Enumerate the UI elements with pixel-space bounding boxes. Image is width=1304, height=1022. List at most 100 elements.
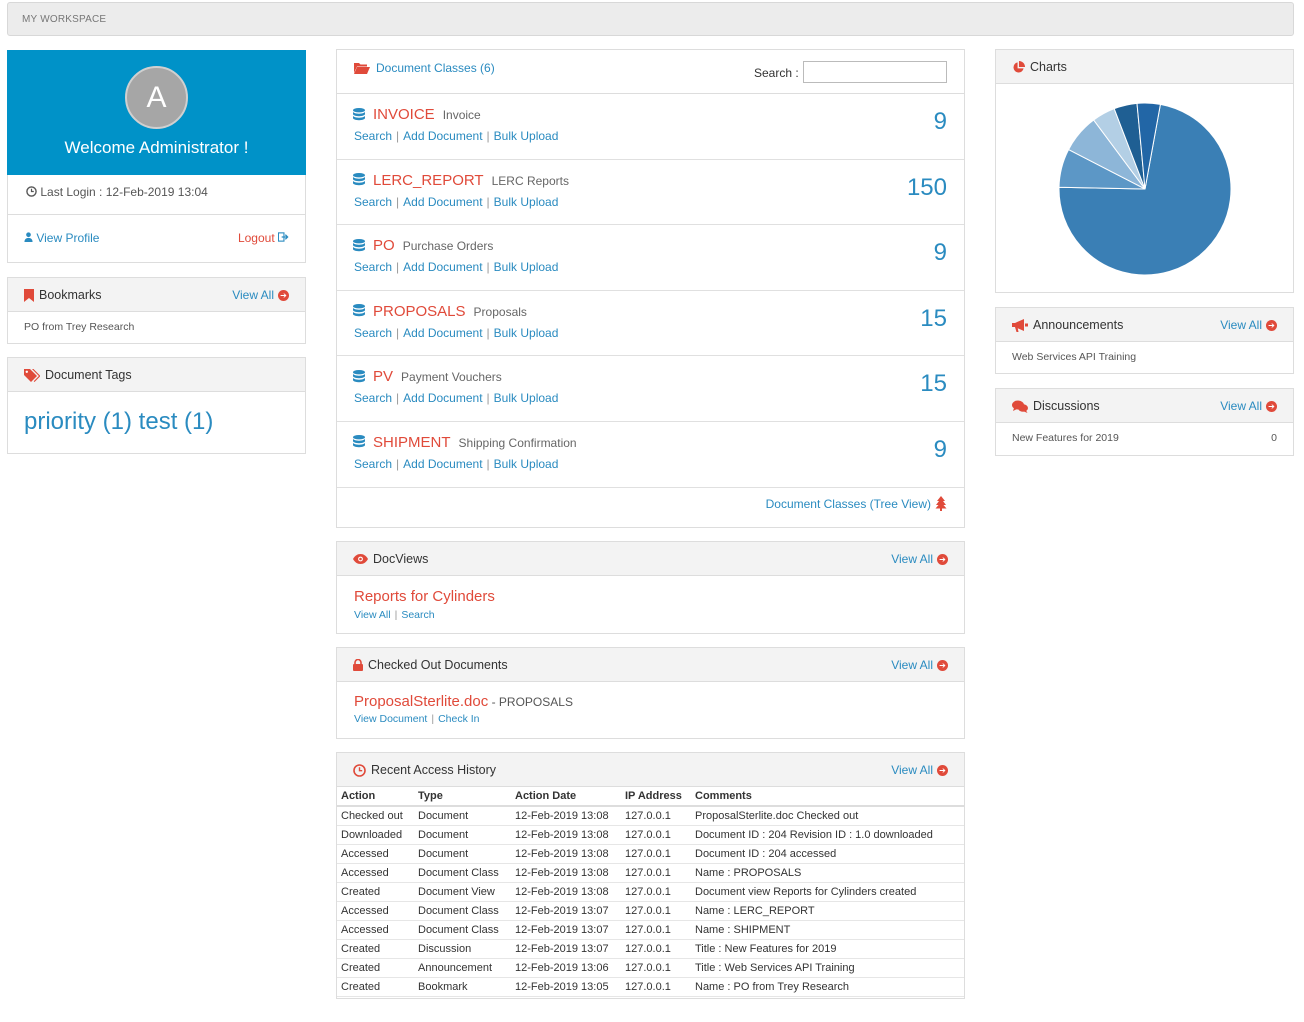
docviews-view-all[interactable]: View All ➔ [891, 552, 948, 566]
bookmark-item[interactable]: PO from Trey Research [24, 321, 135, 333]
history-row: Accessed Document Class 12-Feb-2019 13:07 1… [337, 920, 964, 940]
history-row: Accessed Document Class 12-Feb-2019 13:07 1… [337, 901, 964, 921]
welcome-card: A Welcome Administrator ! [7, 50, 306, 175]
history-cell: ProposalSterlite.doc Checked out [691, 806, 964, 826]
document-class-row: PROPOSALS Proposals Search | Add Document | Bu… [337, 291, 964, 357]
bookmarks-view-all[interactable]: View All ➔ [232, 288, 289, 302]
class-add-document-link[interactable]: Add Document [403, 325, 483, 340]
tags-icon [24, 368, 40, 382]
eye-icon [353, 554, 368, 564]
class-bulk-upload-link[interactable]: Bulk Upload [493, 325, 559, 340]
history-cell: Document Class [414, 920, 511, 940]
document-class-row: SHIPMENT Shipping Confirmation Search | Add … [337, 422, 964, 488]
history-cell: Document ID : 204 Revision ID : 1.0 down… [691, 825, 964, 845]
history-cell: 127.0.0.1 [621, 939, 691, 959]
class-add-document-link[interactable]: Add Document [403, 194, 483, 209]
class-add-document-link[interactable]: Add Document [403, 456, 483, 471]
history-cell: Name : LERC_REPORT [691, 901, 964, 921]
view-profile-link[interactable]: View Profile [24, 231, 99, 245]
charts-panel: Charts [995, 49, 1294, 293]
document-class-desc: Purchase Orders [402, 239, 494, 254]
announcements-view-all[interactable]: View All ➔ [1220, 318, 1277, 332]
docview-view-all-link[interactable]: View All [354, 609, 391, 621]
document-classes-title[interactable]: Document Classes (6) [376, 61, 495, 75]
tag-cloud[interactable]: priority (1) test (1) [24, 408, 214, 435]
search-label: Search : [754, 66, 799, 80]
history-cell: 127.0.0.1 [621, 901, 691, 921]
tree-view-link[interactable]: Document Classes (Tree View) [765, 496, 931, 511]
history-cell: Title : New Features for 2019 [691, 939, 964, 959]
document-class-count[interactable]: 9 [933, 435, 947, 463]
announcement-item[interactable]: Web Services API Training [1012, 351, 1137, 363]
class-search-link[interactable]: Search [354, 325, 393, 340]
history-cell: Name : PO from Trey Research [691, 977, 964, 997]
document-class-count[interactable]: 9 [933, 108, 947, 135]
history-cell: 127.0.0.1 [621, 825, 691, 845]
discussions-panel: Discussions View All ➔ New Features for 2… [995, 388, 1294, 456]
class-bulk-upload-link[interactable]: Bulk Upload [493, 260, 559, 275]
discussion-item[interactable]: New Features for 2019 0 [996, 423, 1293, 453]
discussions-title: Discussions [1033, 399, 1100, 413]
logout-link[interactable]: Logout [238, 231, 289, 245]
checked-out-title: Checked Out Documents [368, 658, 508, 672]
document-class-code[interactable]: LERC_REPORT [373, 171, 484, 189]
history-column-header: Comments [691, 787, 964, 807]
class-search-link[interactable]: Search [354, 129, 393, 143]
document-class-count[interactable]: 150 [906, 173, 947, 201]
access-history-panel: Recent Access History View All ➔ Action Ty… [336, 752, 965, 999]
class-bulk-upload-link[interactable]: Bulk Upload [493, 194, 559, 209]
docview-search-link[interactable]: Search [401, 609, 435, 621]
class-bulk-upload-link[interactable]: Bulk Upload [493, 456, 559, 471]
class-add-document-link[interactable]: Add Document [403, 260, 483, 275]
document-class-search-input[interactable] [803, 61, 947, 83]
document-class-code[interactable]: PV [373, 368, 394, 386]
document-class-row: PV Payment Vouchers Search | Add Document | Bu… [337, 356, 964, 422]
document-class-code[interactable]: SHIPMENT [373, 433, 451, 451]
class-search-link[interactable]: Search [354, 260, 393, 275]
history-cell: 12-Feb-2019 13:08 [511, 825, 621, 845]
document-class-pie-chart [1058, 102, 1232, 276]
class-bulk-upload-link[interactable]: Bulk Upload [493, 391, 559, 406]
history-cell: Created [337, 882, 414, 902]
database-icon [353, 304, 365, 317]
docview-item[interactable]: Reports for Cylinders [354, 588, 495, 605]
history-column-header: Type [414, 787, 511, 807]
document-class-code[interactable]: PROPOSALS [373, 302, 466, 320]
checked-out-view-all[interactable]: View All ➔ [891, 658, 948, 672]
history-header-row: Action Type Action Date IP Address Comments [337, 787, 964, 807]
history-cell: 127.0.0.1 [621, 844, 691, 864]
history-cell: Downloaded [337, 825, 414, 845]
pie-slice[interactable] [1136, 102, 1161, 190]
pie-slice[interactable] [1058, 103, 1232, 276]
charts-title: Charts [1030, 60, 1067, 74]
checked-out-file[interactable]: ProposalSterlite.doc [354, 693, 489, 710]
history-cell: Accessed [337, 920, 414, 940]
class-search-link[interactable]: Search [354, 391, 393, 406]
class-search-link[interactable]: Search [354, 194, 393, 209]
history-column-header: Action Date [511, 787, 621, 807]
bookmark-icon [24, 288, 34, 302]
history-cell: 12-Feb-2019 13:07 [511, 901, 621, 921]
document-class-count[interactable]: 9 [933, 239, 947, 267]
document-class-desc: Payment Vouchers [401, 370, 502, 385]
document-class-count[interactable]: 15 [920, 370, 947, 398]
discussions-view-all[interactable]: View All ➔ [1220, 399, 1277, 413]
history-cell: 127.0.0.1 [621, 863, 691, 883]
history-cell: Accessed [337, 844, 414, 864]
document-class-code[interactable]: PO [373, 237, 395, 255]
history-cell: 127.0.0.1 [621, 920, 691, 940]
class-bulk-upload-link[interactable]: Bulk Upload [493, 129, 559, 143]
last-login-text: Last Login : 12-Feb-2019 13:04 [40, 185, 208, 199]
history-row: Accessed Document Class 12-Feb-2019 13:08 1… [337, 863, 964, 883]
class-add-document-link[interactable]: Add Document [403, 129, 483, 143]
profile-actions: View Profile Logout [7, 215, 306, 263]
document-class-code[interactable]: INVOICE [373, 106, 435, 123]
history-view-all[interactable]: View All ➔ [891, 763, 948, 777]
check-in-link[interactable]: Check In [438, 713, 480, 725]
view-document-link[interactable]: View Document [354, 713, 428, 725]
class-search-link[interactable]: Search [354, 456, 393, 471]
class-add-document-link[interactable]: Add Document [403, 391, 483, 406]
document-class-count[interactable]: 15 [920, 304, 947, 332]
history-column-header: Action [337, 787, 414, 807]
history-cell: Document Class [414, 863, 511, 883]
